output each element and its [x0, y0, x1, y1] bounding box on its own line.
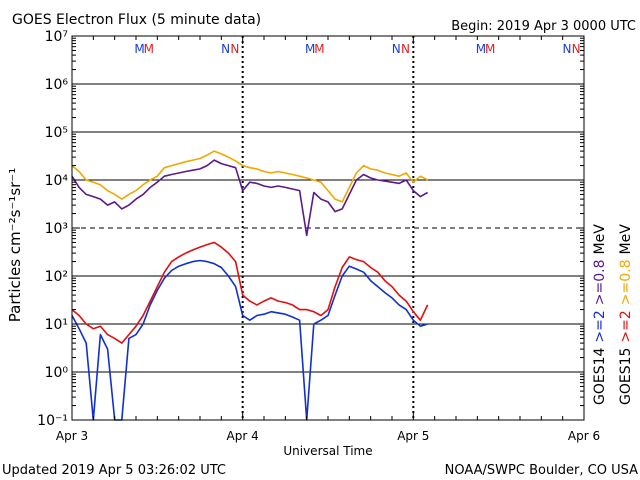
marker-n-7: N [401, 42, 410, 56]
y-axis-ticks: 10⁻¹ 10⁰ 10¹ 10² 10³ 10⁴ 10⁵ 10⁶ 10⁷ [37, 29, 584, 429]
marker-n-10: N [562, 42, 571, 56]
legend-entry: GOES14 [592, 347, 608, 405]
y-tick-label: 10³ [45, 221, 68, 237]
legend-entry: GOES15 [618, 348, 634, 405]
grid-lines [72, 83, 584, 373]
x-tick-label: Apr 5 [397, 429, 429, 443]
y-tick-label: 10⁶ [45, 77, 69, 93]
y-tick-label: 10⁰ [45, 365, 69, 381]
marker-n-2: N [221, 42, 230, 56]
series-3 [71, 259, 428, 421]
marker-m-5: M [314, 42, 324, 56]
series-lines [71, 150, 429, 421]
marker-n-3: N [230, 42, 239, 56]
legend-entry: >=2 [618, 310, 634, 342]
marker-n-11: N [572, 42, 581, 56]
series-2 [71, 241, 429, 344]
legend-entry: >=0.8 [618, 259, 634, 305]
magnetopause-markers: MM N N MM N N MM N N [134, 42, 580, 56]
marker-m-8: M [476, 42, 486, 56]
legend-entry: >=0.8 [592, 259, 608, 305]
legend-column: GOES14 >=2 >=0.8 MeV [592, 224, 608, 405]
updated-timestamp: Updated 2019 Apr 5 03:26:02 UTC [2, 463, 226, 478]
y-tick-label: 10⁴ [45, 173, 69, 189]
day-boundary-lines [241, 36, 415, 420]
y-tick-label: 10² [45, 269, 68, 285]
legend-entry: MeV [592, 224, 608, 255]
y-axis-label: Particles cm⁻²s⁻¹sr⁻¹ [6, 168, 24, 322]
begin-label: Begin: 2019 Apr 3 0000 UTC [451, 19, 636, 34]
legend-column: GOES15 >=2 >=0.8 MeV [618, 224, 634, 405]
legend-entry: MeV [618, 224, 634, 255]
legend-entry: >=2 [592, 310, 608, 342]
x-tick-label: Apr 3 [56, 429, 88, 443]
x-axis-ticks: Apr 3 Apr 4 Apr 5 Apr 6 [56, 36, 600, 443]
marker-m-4: M [305, 42, 315, 56]
source-label: NOAA/SWPC Boulder, CO USA [445, 463, 638, 478]
y-tick-label: 10¹ [45, 317, 68, 333]
x-tick-label: Apr 4 [227, 429, 259, 443]
y-tick-label: 10⁵ [45, 125, 68, 141]
marker-n-6: N [392, 42, 401, 56]
x-axis-label: Universal Time [283, 444, 372, 458]
x-tick-label: Apr 6 [568, 429, 600, 443]
marker-m-0: M [134, 42, 144, 56]
series-1 [71, 159, 428, 237]
marker-m-1: M [144, 42, 154, 56]
right-legend: GOES14 >=2 >=0.8 MeV GOES15 >=2 >=0.8 MeV [592, 224, 634, 405]
marker-m-9: M [485, 42, 495, 56]
chart-title: GOES Electron Flux (5 minute data) [12, 12, 261, 28]
y-tick-label: 10⁷ [45, 29, 68, 45]
series-0 [71, 150, 428, 203]
y-tick-label: 10⁻¹ [37, 413, 68, 429]
